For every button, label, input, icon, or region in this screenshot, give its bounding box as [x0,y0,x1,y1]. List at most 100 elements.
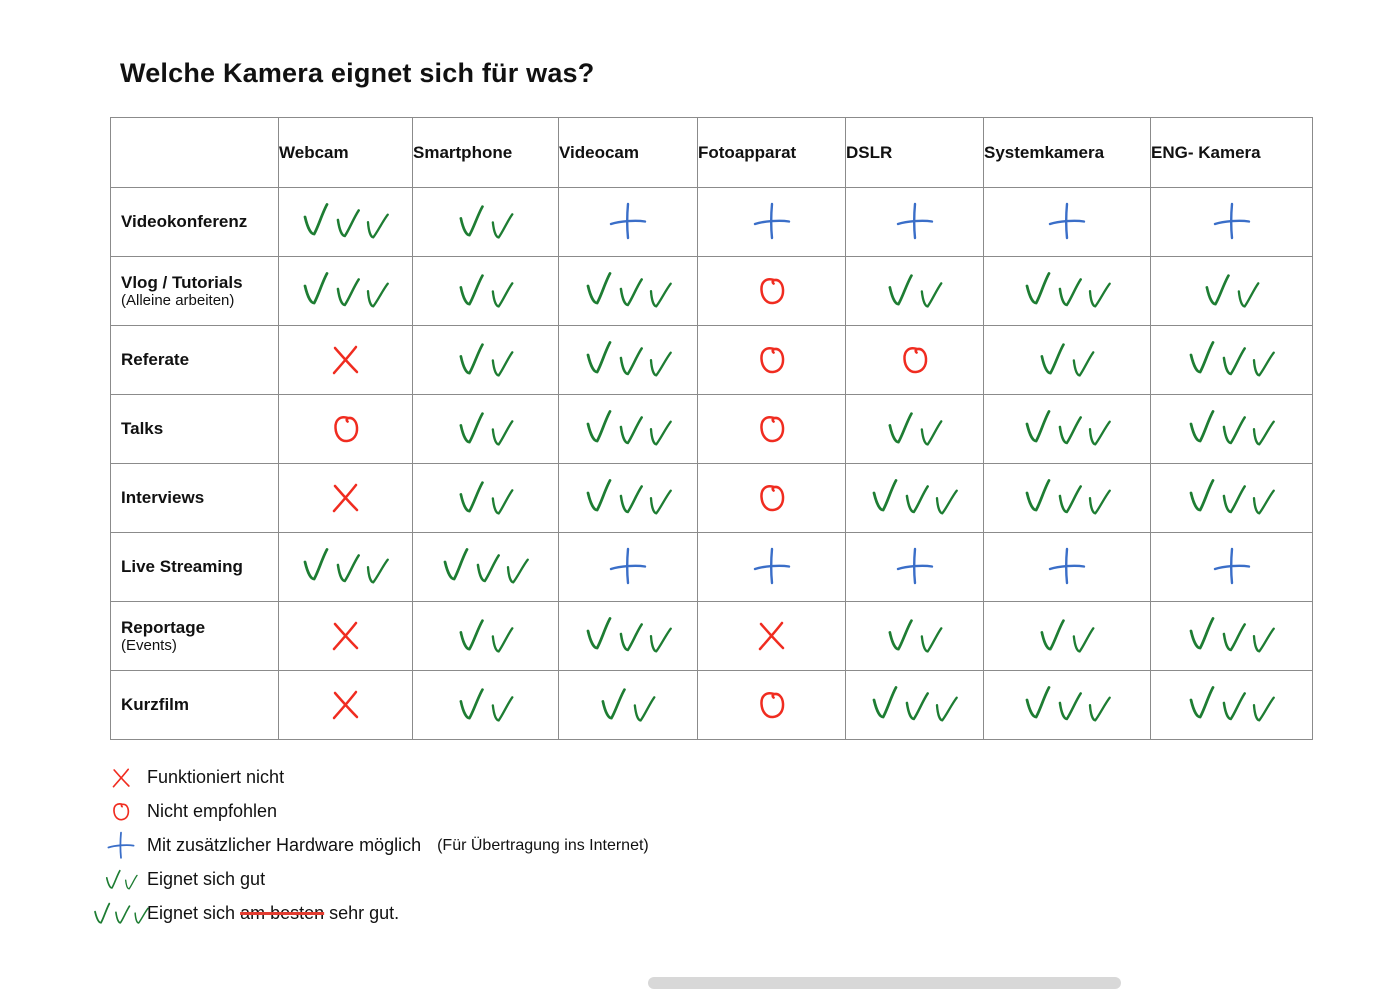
check3-symbol [585,616,672,656]
check-icon [617,345,644,380]
circle-icon [900,344,930,377]
table-cell-videokonferenz-5 [983,187,1151,257]
row-header-referate: Referate [110,325,279,395]
check-icon [617,276,644,311]
check2-symbol [600,685,656,725]
check-icon [92,901,112,926]
row-header-reportage: Reportage (Events) [110,601,279,671]
check-icon [1070,624,1096,657]
cross-symbol [329,480,363,516]
check-icon [488,210,514,243]
row-label: Talks [121,419,164,439]
row-header-vlog-tutorials: Vlog / Tutorials (Alleine arbeiten) [110,256,279,326]
check-icon [457,618,486,655]
circle-symbol [757,482,787,515]
table-cell-interviews-2 [558,463,698,533]
table-cell-vlog-tutorials-0 [278,256,413,326]
check-icon [488,417,514,450]
cross-icon [329,342,363,378]
table-cell-reportage-2 [558,601,698,671]
check-icon [646,486,673,519]
table-cell-interviews-0 [278,463,413,533]
table-cell-talks-3 [697,394,846,464]
table-cell-kurzfilm-5 [983,670,1151,740]
plus-symbol [749,199,795,245]
check-icon [1038,342,1067,379]
check-icon [457,687,486,724]
row-label: Videokonferenz [121,212,248,232]
cross-symbol [329,342,363,378]
bottom-scrollbar[interactable] [648,977,1121,989]
check3-symbol [1188,340,1275,380]
check3-symbol [302,202,389,242]
row-label: Reportage [121,617,206,637]
plus-symbol [1209,199,1255,245]
check-icon [123,872,138,892]
cross-symbol [755,618,789,654]
check-icon [584,408,615,446]
table-cell-reportage-5 [983,601,1151,671]
table-cell-interviews-1 [412,463,559,533]
corner-cell [110,117,279,188]
row-label: Live Streaming [121,557,243,577]
check-icon [363,555,390,588]
check-icon [457,411,486,448]
check-icon [903,690,930,725]
column-header-webcam: Webcam [278,117,413,188]
table-cell-live-streaming-1 [412,532,559,602]
check-icon [1056,690,1083,725]
check-icon [870,684,901,722]
camera-comparison-table: Webcam Smartphone Videocam Fotoapparat DSLR S… [110,117,1313,740]
check3-symbol [585,409,672,449]
check3-symbol [585,478,672,518]
check-icon [932,693,959,726]
table-cell-videokonferenz-1 [412,187,559,257]
table-cell-vlog-tutorials-3 [697,256,846,326]
check-icon [1038,618,1067,655]
check-icon [301,546,332,584]
table-body: Videokonferenz [110,187,1313,740]
plus-symbol [605,199,651,245]
check-icon [932,486,959,519]
cross-symbol [329,618,363,654]
legend: Funktioniert nicht Nicht empfohlen Mit z… [92,762,649,929]
legend-label: Funktioniert nicht [147,767,285,787]
cross-icon [329,618,363,654]
table-cell-referate-0 [278,325,413,395]
check-icon [474,552,501,587]
table-row: Videokonferenz [110,187,1313,257]
table-cell-vlog-tutorials-2 [558,256,698,326]
circle-icon [111,801,131,823]
plus-symbol [1209,544,1255,590]
plus-icon [1044,544,1090,590]
table-cell-talks-5 [983,394,1151,464]
check-icon [301,201,332,239]
plus-icon [1209,544,1255,590]
check-icon [584,270,615,308]
check-icon [646,279,673,312]
check-icon [1234,279,1260,312]
check-icon [617,414,644,449]
check3-symbol [442,547,529,587]
circle-symbol [757,413,787,446]
table-cell-reportage-3 [697,601,846,671]
row-header-talks: Talks [110,394,279,464]
check2-symbol [1204,271,1260,311]
legend-circle-icon [95,801,147,823]
check-icon [1249,486,1276,519]
plus-symbol [749,544,795,590]
table-row: Vlog / Tutorials (Alleine arbeiten) [110,256,1313,326]
legend-note: (Für Übertragung ins Internet) [437,836,649,854]
check-icon [1249,348,1276,381]
table-cell-live-streaming-0 [278,532,413,602]
check3-symbol [1024,271,1111,311]
check-icon [1056,276,1083,311]
legend-label-after: sehr gut. [324,903,400,923]
table-cell-talks-1 [412,394,559,464]
check2-symbol [1039,340,1095,380]
check-icon [334,207,361,242]
check-icon [488,279,514,312]
cross-icon [329,480,363,516]
table-cell-videokonferenz-6 [1150,187,1313,257]
row-label: Vlog / Tutorials [121,272,243,292]
